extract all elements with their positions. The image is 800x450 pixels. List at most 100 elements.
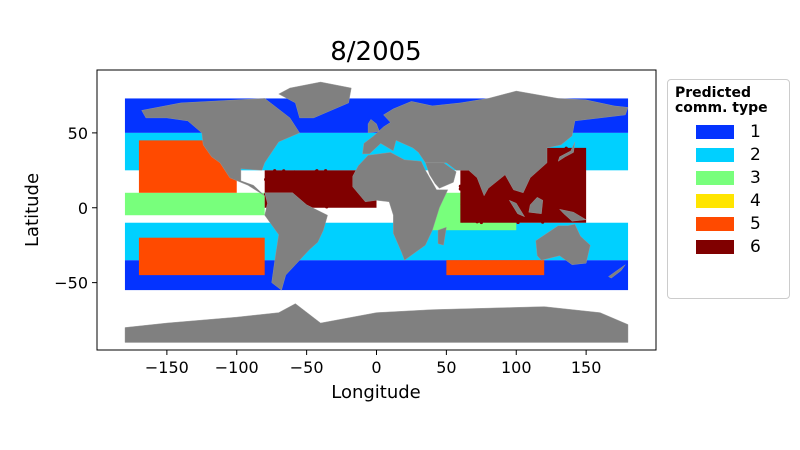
land-south-america xyxy=(264,192,328,291)
point-type-6 xyxy=(490,185,494,189)
point-type-6 xyxy=(580,161,584,165)
point-type-6 xyxy=(517,202,521,206)
point-type-6 xyxy=(530,176,535,181)
point-type-6 xyxy=(325,187,329,192)
x-tick-label: 100 xyxy=(501,358,532,377)
point-type-6 xyxy=(314,185,318,189)
point-type-6 xyxy=(337,187,341,191)
land-madagascar xyxy=(437,226,447,246)
point-type-6 xyxy=(461,197,465,202)
point-type-6 xyxy=(336,191,340,195)
point-type-6 xyxy=(308,202,312,206)
point-type-6 xyxy=(496,192,500,196)
point-type-6 xyxy=(472,196,477,200)
legend-item-1: 1 xyxy=(674,120,783,143)
point-type-6 xyxy=(324,193,328,197)
point-type-6 xyxy=(351,171,355,176)
legend-item-6: 6 xyxy=(674,235,783,258)
land-indonesia-borneo xyxy=(528,197,544,214)
legend-swatch-4 xyxy=(696,193,734,208)
land-new-zealand xyxy=(608,264,626,279)
point-type-6 xyxy=(318,179,322,184)
point-type-6 xyxy=(514,214,518,218)
point-type-6 xyxy=(475,220,479,224)
point-type-6 xyxy=(334,175,338,179)
point-type-6 xyxy=(469,210,473,214)
point-type-6 xyxy=(555,214,559,219)
x-tick-label: −100 xyxy=(215,358,259,377)
x-tick-label: 150 xyxy=(571,358,602,377)
point-type-6 xyxy=(319,189,323,193)
point-type-6 xyxy=(465,201,470,206)
point-type-6 xyxy=(561,175,565,179)
point-type-6 xyxy=(500,196,504,200)
point-type-6 xyxy=(506,214,510,218)
point-type-6 xyxy=(280,177,284,181)
point-type-6 xyxy=(574,174,578,178)
land-masses xyxy=(124,81,629,343)
land-australia xyxy=(535,223,591,265)
point-type-6 xyxy=(312,197,317,201)
point-type-6 xyxy=(499,209,503,213)
y-tick-label: −50 xyxy=(54,274,88,293)
point-type-6 xyxy=(314,173,318,177)
point-type-6 xyxy=(519,198,523,202)
chart-title: 8/2005 xyxy=(330,37,421,67)
legend-item-3: 3 xyxy=(674,166,783,189)
point-type-6 xyxy=(549,197,554,201)
point-type-6 xyxy=(266,183,270,187)
point-type-6 xyxy=(276,172,280,176)
point-type-6 xyxy=(317,185,322,189)
point-type-6 xyxy=(316,190,320,194)
legend-label-2: 2 xyxy=(750,144,761,165)
point-type-6 xyxy=(301,190,305,194)
point-type-6 xyxy=(347,176,351,181)
land-sumatra xyxy=(508,199,526,218)
point-type-6 xyxy=(462,183,466,188)
point-type-6 xyxy=(552,156,556,160)
point-type-6 xyxy=(264,177,268,182)
point-type-6 xyxy=(550,184,555,188)
land-new-guinea xyxy=(559,208,587,222)
region-type-5 xyxy=(446,260,545,276)
point-type-6 xyxy=(299,192,303,196)
point-type-6 xyxy=(355,199,360,203)
legend-label-1: 1 xyxy=(750,121,761,142)
x-tick-label: 0 xyxy=(371,358,381,377)
x-axis-label: Longitude xyxy=(331,382,421,403)
legend-label-3: 3 xyxy=(750,167,761,188)
land-eurasia xyxy=(362,90,629,197)
x-tick-label: −50 xyxy=(290,358,324,377)
point-type-6 xyxy=(458,187,462,191)
legend-item-2: 2 xyxy=(674,143,783,166)
point-type-6 xyxy=(297,172,301,176)
point-type-6 xyxy=(470,187,474,191)
land-north-america xyxy=(141,98,300,196)
point-type-6 xyxy=(343,182,347,186)
point-type-6 xyxy=(317,196,321,200)
point-type-6 xyxy=(579,155,583,159)
legend-label-6: 6 xyxy=(750,236,761,257)
point-type-6 xyxy=(575,203,579,208)
point-type-6 xyxy=(302,193,306,197)
point-type-6 xyxy=(470,184,474,188)
point-type-6 xyxy=(493,194,497,198)
point-type-6 xyxy=(339,181,343,186)
point-type-6 xyxy=(285,186,289,190)
y-tick-label: 0 xyxy=(78,199,88,218)
point-type-6 xyxy=(363,202,367,206)
legend-swatch-2 xyxy=(696,147,734,162)
point-type-6 xyxy=(559,190,563,194)
point-type-6 xyxy=(572,169,576,173)
point-type-6 xyxy=(535,192,539,196)
point-type-6 xyxy=(330,191,334,195)
point-type-6 xyxy=(460,219,464,223)
point-type-6 xyxy=(536,188,540,193)
land-antarctica xyxy=(124,303,629,343)
point-type-6 xyxy=(547,169,551,173)
point-type-6 xyxy=(328,188,332,192)
point-type-6 xyxy=(471,190,475,194)
point-type-6 xyxy=(469,205,473,209)
point-type-6 xyxy=(562,165,566,169)
point-type-6 xyxy=(474,191,478,196)
